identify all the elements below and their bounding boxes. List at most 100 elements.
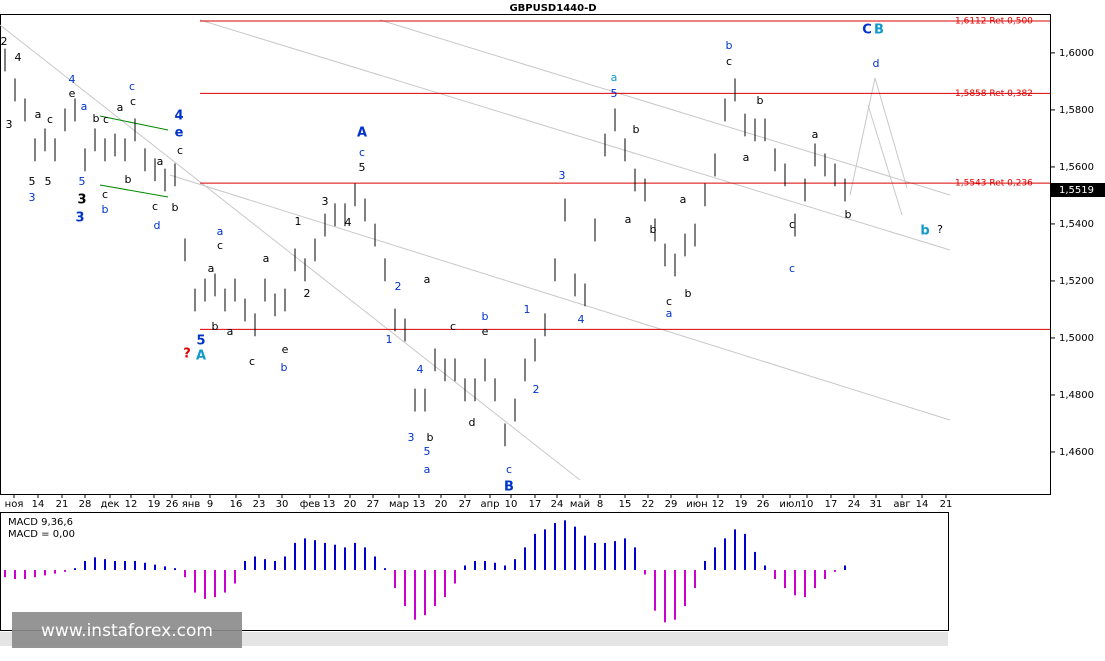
wave-label: c bbox=[789, 218, 795, 231]
watermark: www.instaforex.com bbox=[41, 621, 213, 641]
macd-bar bbox=[14, 570, 16, 580]
wave-label: 3 bbox=[559, 169, 566, 182]
wave-label: c bbox=[726, 55, 732, 68]
wave-label: 3 bbox=[75, 211, 84, 226]
wave-label: 4 bbox=[578, 313, 585, 326]
wave-label: b bbox=[93, 112, 100, 125]
wave-label: 2 bbox=[304, 287, 311, 300]
macd-bar bbox=[174, 568, 176, 570]
wave-label: b bbox=[633, 123, 640, 136]
y-tick-label: 1,4600 bbox=[1059, 447, 1094, 458]
macd-bar bbox=[684, 570, 686, 607]
macd-bar bbox=[314, 540, 316, 570]
macd-bar bbox=[64, 570, 66, 572]
macd-bar bbox=[604, 542, 606, 570]
last-price-label: 1,5519 bbox=[1059, 185, 1094, 196]
x-tick-label: 27 bbox=[367, 499, 380, 510]
wave-label: b bbox=[757, 94, 764, 107]
macd-bar bbox=[304, 538, 306, 570]
x-tick-label: 17 bbox=[825, 499, 838, 510]
macd-bar bbox=[404, 570, 406, 607]
macd-bar bbox=[144, 562, 146, 570]
wave-label: b bbox=[427, 431, 434, 444]
wave-label: a bbox=[680, 193, 687, 206]
macd-bar bbox=[524, 547, 526, 570]
wave-label: c bbox=[450, 320, 456, 333]
wave-label: a bbox=[743, 151, 750, 164]
x-tick-label: 14 bbox=[916, 499, 929, 510]
wave-label: a bbox=[81, 100, 88, 113]
wave-label: 1 bbox=[295, 215, 302, 228]
x-tick-label: фев bbox=[300, 499, 321, 510]
wave-label: 4 bbox=[174, 109, 183, 124]
wave-label: C bbox=[862, 23, 872, 38]
macd-bar bbox=[744, 533, 746, 570]
macd-bar bbox=[784, 570, 786, 589]
macd-bar bbox=[504, 565, 506, 570]
macd-bar bbox=[434, 570, 436, 607]
macd-bar bbox=[454, 570, 456, 584]
wave-label: a bbox=[35, 108, 42, 121]
x-tick-label: авг bbox=[893, 499, 910, 510]
wave-label: a bbox=[208, 262, 215, 275]
macd-bar bbox=[214, 570, 216, 598]
wave-label: 5 bbox=[29, 175, 36, 188]
wave-label: b bbox=[281, 361, 288, 374]
macd-bar bbox=[554, 523, 556, 570]
macd-bar bbox=[44, 570, 46, 576]
wave-label: a bbox=[424, 463, 431, 476]
wave-label: b bbox=[125, 173, 132, 186]
wave-label: c bbox=[666, 295, 672, 308]
wave-label: c bbox=[506, 463, 512, 476]
macd-bar bbox=[844, 565, 846, 570]
y-tick-label: 1,5400 bbox=[1059, 219, 1094, 230]
wave-label: b bbox=[482, 310, 489, 323]
wave-label: b bbox=[172, 201, 179, 214]
wave-label: c bbox=[130, 95, 136, 108]
wave-label: d bbox=[873, 57, 880, 70]
wave-label: c bbox=[217, 239, 223, 252]
macd-bar bbox=[634, 547, 636, 570]
x-tick-label: июл bbox=[779, 499, 800, 510]
macd-bar bbox=[444, 570, 446, 598]
wave-label: a bbox=[666, 307, 673, 320]
y-tick-label: 1,5600 bbox=[1059, 162, 1094, 173]
macd-bar bbox=[354, 542, 356, 570]
level-label: 1,5858 Ret 0,382 bbox=[955, 89, 1033, 99]
wave-label: a bbox=[117, 101, 124, 114]
macd-bar bbox=[654, 570, 656, 611]
macd-bar bbox=[594, 542, 596, 570]
wave-label: a bbox=[263, 252, 270, 265]
wave-label: b bbox=[920, 224, 929, 239]
trend-line bbox=[169, 174, 951, 421]
x-tick-label: 10 bbox=[801, 499, 814, 510]
macd-bar bbox=[754, 551, 756, 570]
x-tick-label: апр bbox=[480, 499, 499, 510]
wave-label: a bbox=[227, 325, 234, 338]
projection bbox=[874, 77, 908, 189]
wave-label: 4 bbox=[69, 73, 76, 86]
projection bbox=[849, 77, 876, 196]
x-tick-label: 20 bbox=[344, 499, 357, 510]
wave-label: 5 bbox=[424, 445, 431, 458]
wave-label: 3 bbox=[408, 431, 415, 444]
x-tick-label: 12 bbox=[712, 499, 725, 510]
macd-bar bbox=[644, 570, 646, 575]
wave-label: a bbox=[812, 128, 819, 141]
macd-bar bbox=[234, 570, 236, 584]
macd-bar bbox=[254, 556, 256, 570]
level-label: 1,6112 Ret 0,500 bbox=[955, 16, 1033, 26]
macd-bar bbox=[74, 568, 76, 570]
x-tick-label: 15 bbox=[619, 499, 632, 510]
wave-label: c bbox=[359, 146, 365, 159]
wave-label: B bbox=[504, 480, 514, 495]
wave-label: 3 bbox=[29, 191, 36, 204]
triangle-line bbox=[99, 115, 169, 131]
wave-label: 3 bbox=[322, 195, 329, 208]
wave-label: c bbox=[129, 80, 135, 93]
x-tick-label: 24 bbox=[848, 499, 861, 510]
macd-bar bbox=[94, 557, 96, 570]
x-tick-label: 19 bbox=[735, 499, 748, 510]
macd-bar bbox=[774, 570, 776, 580]
wave-label: c bbox=[152, 200, 158, 213]
